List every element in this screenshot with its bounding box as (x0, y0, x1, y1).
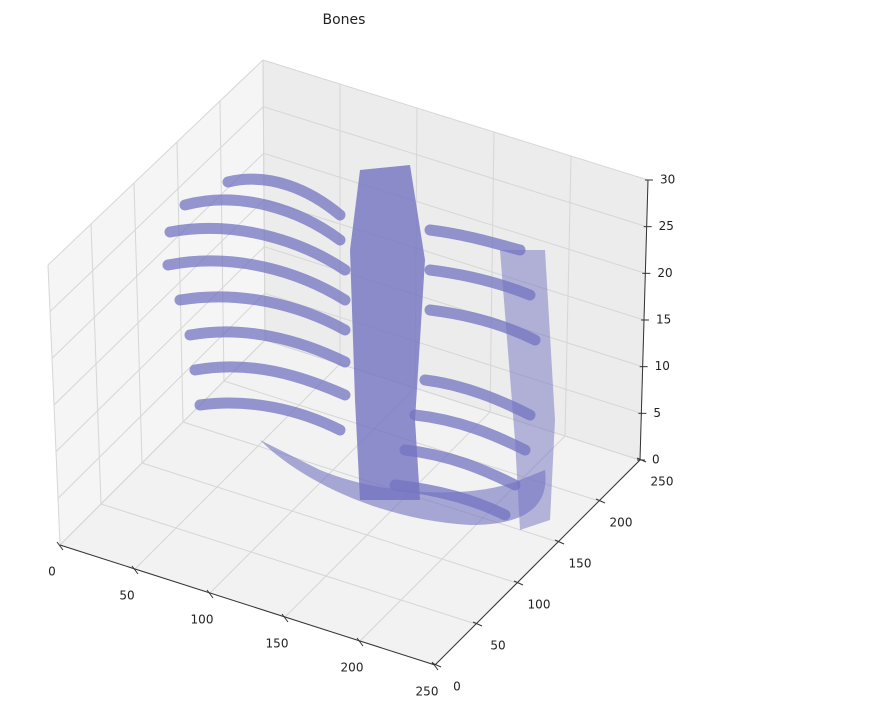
grid-line (49, 106, 264, 313)
y-tick (554, 539, 565, 545)
x-tick-label: 100 (191, 613, 214, 627)
grid-line (264, 339, 641, 461)
pelvis (260, 440, 546, 525)
z-tick-label: 0 (652, 453, 660, 467)
rib (179, 194, 346, 246)
z-tick-label: 10 (655, 359, 670, 373)
rib (424, 224, 526, 256)
grid-line (51, 152, 265, 359)
spine (350, 165, 425, 500)
rib (222, 173, 346, 221)
rib (162, 255, 351, 306)
y-tick (513, 580, 524, 586)
x-tick (281, 613, 289, 623)
bone-volume (162, 165, 555, 530)
rib (164, 222, 351, 276)
y-tick-label: 50 (490, 639, 505, 653)
floor-pane (60, 340, 640, 665)
axes: 0 50 100 150 200 250 0 50 100 150 200 250 0 5 10 15 20 25… (48, 173, 675, 699)
chart-title: Bones (323, 12, 366, 28)
grid-line (264, 246, 643, 368)
grid-line (263, 152, 646, 274)
rib (184, 326, 351, 368)
x-tick-label: 0 (48, 565, 56, 579)
grid-line (264, 292, 642, 414)
grid-line (55, 246, 265, 453)
x-tick (131, 565, 139, 575)
grid-line (47, 59, 264, 266)
x-tick (56, 541, 64, 551)
x-tick-label: 50 (119, 589, 134, 603)
rib (194, 397, 346, 436)
left-pane (48, 60, 265, 545)
y-tick-label: 250 (651, 475, 674, 489)
z-tick-label: 30 (660, 173, 675, 187)
x-tick-label: 200 (341, 661, 364, 675)
rib (174, 291, 351, 336)
x-tick-label: 250 (416, 685, 439, 699)
y-tick (472, 621, 483, 627)
y-tick-label: 150 (569, 557, 592, 571)
x-tick (356, 637, 364, 647)
y-tick-label: 100 (528, 598, 551, 612)
y-tick-label: 0 (453, 680, 461, 694)
rib (399, 444, 521, 491)
rib (189, 361, 351, 401)
z-tick-label: 5 (653, 406, 661, 420)
x-tick (206, 589, 214, 599)
rib (409, 409, 531, 456)
side-shell (500, 250, 555, 530)
y-axis-line (434, 459, 641, 666)
grid-line (284, 411, 491, 618)
grid-line (100, 503, 477, 625)
grid-line (263, 199, 645, 321)
y-tick (595, 498, 606, 504)
grid-line (59, 339, 266, 546)
y-tick-label: 200 (610, 516, 633, 530)
grid-line (134, 363, 341, 570)
z-tick-label: 20 (657, 266, 672, 280)
x-tick-label: 150 (266, 637, 289, 651)
grid-line (141, 462, 518, 584)
x-axis-line (59, 544, 436, 666)
grid-line (262, 59, 649, 181)
grid-line (263, 106, 647, 228)
y-tick (431, 662, 442, 668)
z-tick-label: 15 (656, 313, 671, 327)
z-tick-label: 25 (659, 219, 674, 233)
